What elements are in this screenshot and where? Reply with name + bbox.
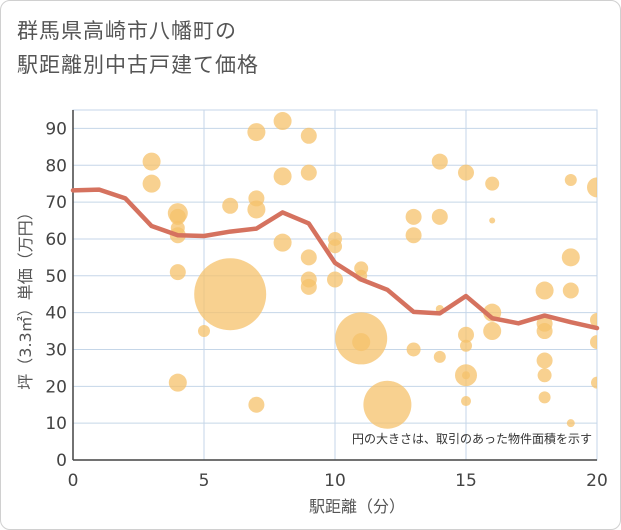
y-tick-label: 0 — [56, 451, 67, 471]
y-tick-label: 60 — [45, 230, 67, 250]
bubble-layer — [142, 112, 597, 429]
data-bubble — [485, 176, 500, 191]
data-bubble — [142, 152, 161, 171]
data-bubble — [198, 325, 210, 338]
data-bubble — [536, 352, 553, 369]
y-tick-label: 50 — [45, 267, 67, 287]
data-bubble — [489, 217, 496, 224]
data-bubble — [406, 342, 421, 357]
data-bubble — [535, 281, 554, 300]
trend-layer — [70, 187, 600, 331]
data-bubble — [431, 153, 448, 170]
data-bubble — [462, 371, 470, 380]
x-tick-label: 5 — [199, 471, 210, 491]
data-bubble — [247, 123, 266, 142]
y-tick-label: 70 — [45, 193, 67, 213]
data-bubble — [273, 167, 292, 186]
data-bubble — [536, 323, 553, 340]
data-bubble — [461, 396, 471, 407]
data-bubble — [431, 208, 448, 225]
y-tick-label: 90 — [45, 119, 67, 139]
x-tick-label: 0 — [68, 471, 79, 491]
x-tick-label: 10 — [324, 471, 346, 491]
x-axis-label: 駅距離（分） — [309, 497, 405, 516]
data-bubble — [591, 376, 597, 389]
y-tick-label: 40 — [45, 304, 67, 324]
y-tick-label: 10 — [45, 414, 67, 434]
data-bubble — [328, 239, 342, 254]
data-bubble — [590, 335, 597, 350]
average-price-line — [70, 187, 600, 331]
chart-title: 群馬県高崎市八幡町の 駅距離別中古戸建て価格 — [17, 14, 259, 82]
data-bubble — [327, 271, 343, 288]
data-bubble — [460, 339, 472, 352]
data-bubble — [168, 373, 187, 392]
data-bubble — [566, 419, 575, 428]
data-bubble — [561, 248, 580, 267]
tick-layer: 0 5 10 15 20 0 10 20 30 40 50 60 70 80 90 — [45, 119, 607, 491]
data-bubble — [458, 164, 474, 181]
data-bubble — [587, 177, 597, 198]
data-bubble — [433, 350, 446, 363]
data-bubble — [247, 200, 266, 219]
y-tick-label: 20 — [45, 377, 67, 397]
data-bubble — [273, 112, 292, 131]
data-bubble — [142, 174, 161, 193]
data-bubble — [222, 197, 239, 214]
title-line-1: 群馬県高崎市八幡町の — [17, 19, 237, 43]
data-bubble — [483, 322, 502, 341]
x-tick-label: 20 — [586, 471, 608, 491]
data-bubble — [300, 249, 317, 266]
y-tick-label: 80 — [45, 156, 67, 176]
data-bubble — [169, 208, 186, 225]
x-tick-label: 15 — [455, 471, 477, 491]
data-bubble — [352, 333, 371, 352]
data-bubble — [248, 396, 265, 413]
data-bubble — [300, 127, 317, 144]
data-bubble — [300, 278, 317, 295]
data-bubble — [405, 208, 422, 225]
y-tick-label: 30 — [45, 340, 67, 360]
data-bubble — [405, 227, 422, 244]
data-bubble — [300, 164, 317, 181]
data-bubble — [273, 233, 292, 252]
y-axis-label: 坪（3.3㎡）単価（万円） — [16, 204, 35, 389]
data-bubble — [169, 264, 186, 281]
data-bubble — [562, 282, 579, 299]
size-note: 円の大きさは、取引のあった物件面積を示す — [352, 431, 592, 446]
data-bubble — [564, 174, 577, 186]
data-bubble — [537, 368, 552, 383]
data-bubble — [538, 391, 551, 404]
data-bubble — [194, 258, 267, 331]
data-bubble — [458, 326, 474, 343]
data-bubble — [590, 313, 597, 327]
data-bubble — [363, 380, 412, 429]
title-line-2: 駅距離別中古戸建て価格 — [17, 53, 259, 77]
